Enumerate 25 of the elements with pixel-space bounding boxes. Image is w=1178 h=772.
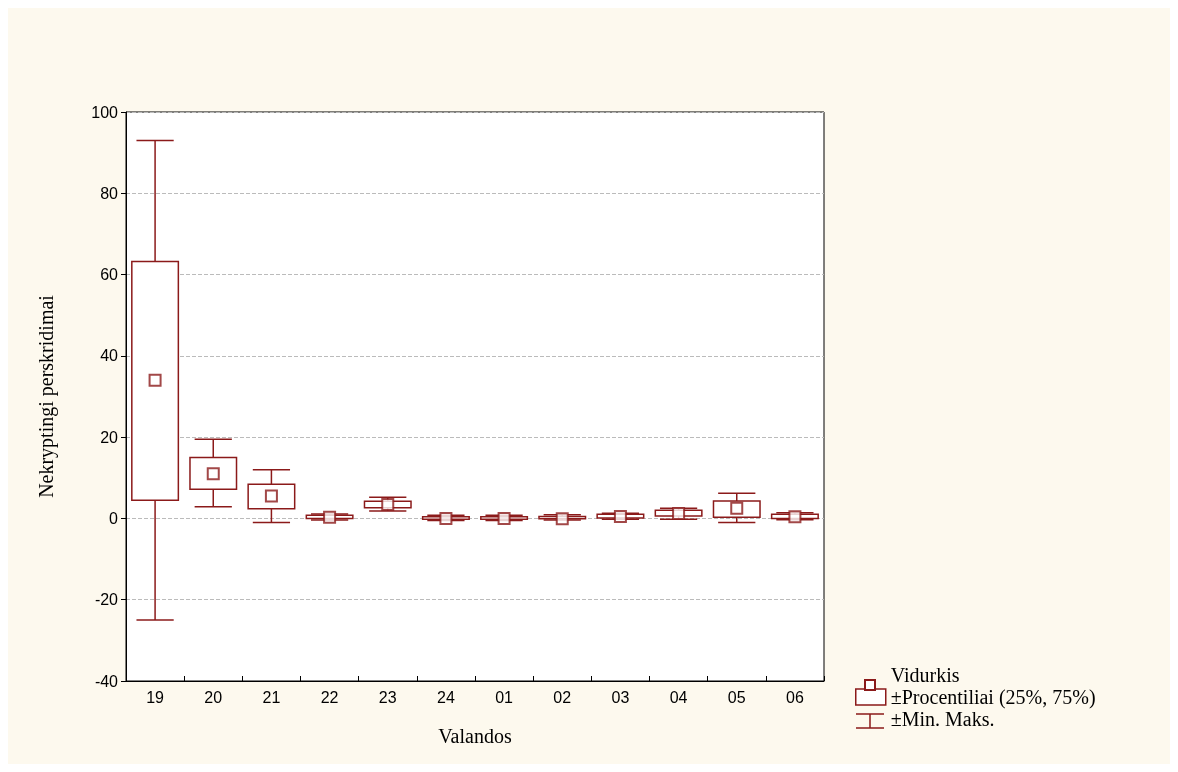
x-tick-label: 04 [669,688,688,706]
y-tick-label: 80 [100,184,119,202]
legend-label: ±Procentiliai (25%, 75%) [890,686,1096,709]
x-tick-label: 21 [262,688,281,706]
x-tick-label: 22 [320,688,339,706]
x-axis-title: Valandos [438,725,512,747]
x-tick-label: 01 [495,688,514,706]
y-tick-label: 0 [109,509,119,527]
x-tick-label: 19 [146,688,165,706]
y-tick-label: 40 [100,347,119,365]
x-tick-label: 06 [786,688,804,706]
y-tick-label: -40 [94,672,119,690]
x-tick-label: 03 [611,688,630,706]
y-tick-label: 100 [91,103,119,121]
text: ±Min. Maks. [890,708,995,730]
x-tick-label: 24 [437,688,455,706]
x-tick-label: 02 [553,688,572,706]
y-tick-label: -20 [94,591,119,609]
x-tick-label: 20 [204,688,223,706]
y-tick-label: 20 [100,428,119,446]
x-tick-label: 23 [378,688,397,706]
text: Vidurkis [890,664,960,686]
x-tick-label: 05 [727,688,746,706]
y-axis-title: Nekryptingi perskridimai [35,294,58,498]
y-tick-label: 60 [100,266,119,284]
